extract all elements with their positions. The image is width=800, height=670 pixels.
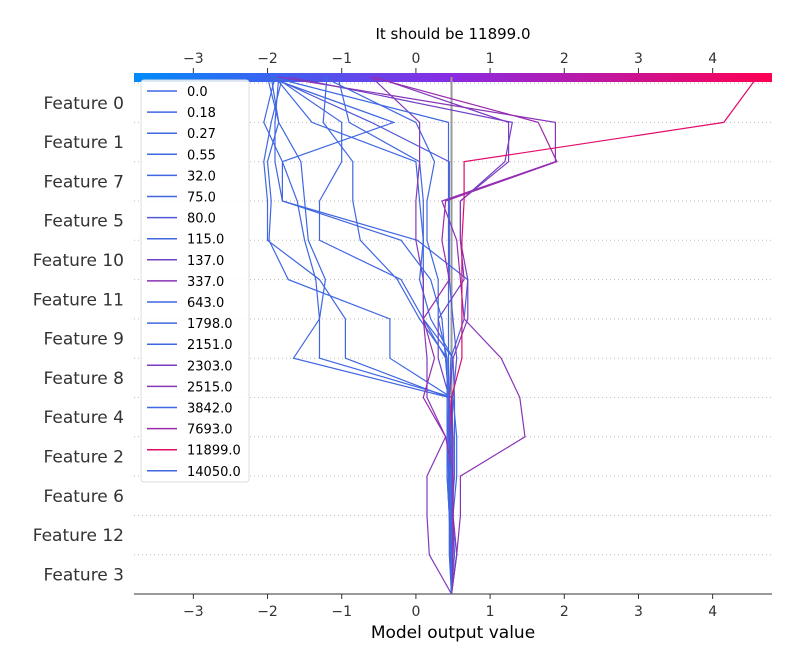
legend-label: 7693.0 — [187, 423, 233, 438]
legend-label: 643.0 — [187, 296, 224, 311]
x-axes: −3 −3 −2 −2 −1 −1 0 0 1 1 2 2 3 3 4 4 — [134, 51, 772, 620]
legend-label: 1798.0 — [187, 317, 233, 332]
x-tick-label-top: 4 — [708, 51, 717, 67]
decision-line-80-0 — [270, 76, 458, 594]
decision-line-0-0 — [263, 76, 453, 595]
decision-line-14050-0 — [267, 76, 453, 594]
x-tick-label-bottom: 2 — [560, 604, 569, 620]
legend-box — [140, 79, 250, 483]
decision-line-137-0 — [289, 76, 513, 595]
x-tick-label-bottom: −1 — [331, 604, 352, 620]
legend-label: 2303.0 — [187, 359, 233, 374]
legend-label: 0.0 — [187, 85, 208, 100]
legend-label: 14050.0 — [187, 465, 241, 480]
decision-line-7693-0 — [371, 76, 558, 595]
legend: 0.0 0.18 0.27 0.55 32.0 75.0 80.0 115.0 137.0 337… — [140, 79, 250, 483]
feature-label: Feature 3 — [44, 565, 124, 585]
legend-label: 0.55 — [187, 148, 216, 163]
x-tick-label-bottom: −2 — [257, 604, 278, 620]
decision-line-0-55 — [270, 76, 458, 595]
legend-label: 115.0 — [187, 233, 224, 248]
legend-label: 137.0 — [187, 254, 224, 269]
feature-labels: Feature 3 Feature 12 Feature 6 Feature 2 Fea… — [33, 94, 124, 586]
x-tick-label-top: −3 — [183, 51, 204, 67]
legend-label: 80.0 — [187, 212, 216, 227]
feature-label: Feature 12 — [33, 526, 124, 546]
legend-label: 3842.0 — [187, 402, 233, 417]
legend-label: 75.0 — [187, 191, 216, 206]
feature-label: Feature 10 — [33, 251, 124, 271]
decision-line-2515-0 — [370, 76, 453, 595]
x-tick-label-top: −2 — [257, 51, 278, 67]
decision-line-3842-0 — [271, 76, 453, 595]
x-axis-title: Model output value — [371, 623, 535, 643]
x-tick-label-bottom: 3 — [634, 604, 643, 620]
legend-label: 2515.0 — [187, 380, 233, 395]
feature-label: Feature 4 — [44, 408, 124, 428]
feature-label: Feature 9 — [44, 330, 124, 350]
decision-line-2151-0 — [322, 76, 454, 595]
colorbar — [134, 73, 772, 82]
x-tick-label-top: 1 — [486, 51, 495, 67]
feature-label: Feature 7 — [44, 172, 124, 192]
chart-title: It should be 11899.0 — [375, 25, 530, 43]
x-tick-label-top: 3 — [634, 51, 643, 67]
legend-label: 2151.0 — [187, 338, 233, 353]
feature-label: Feature 11 — [33, 290, 124, 310]
feature-label: Feature 1 — [44, 133, 124, 153]
decision-line-0-27 — [266, 76, 456, 595]
legend-label: 0.18 — [187, 106, 216, 121]
feature-label: Feature 6 — [44, 487, 124, 507]
x-tick-label-bottom: −3 — [183, 604, 204, 620]
legend-label: 0.27 — [187, 127, 216, 142]
decision-lines — [263, 76, 758, 595]
feature-label: Feature 0 — [44, 94, 124, 114]
legend-label: 11899.0 — [187, 444, 241, 459]
decision-line-337-0 — [278, 76, 557, 595]
feature-label: Feature 8 — [44, 369, 124, 389]
legend-label: 337.0 — [187, 275, 224, 290]
feature-label: Feature 5 — [44, 212, 124, 232]
x-tick-label-bottom: 1 — [486, 604, 495, 620]
x-tick-label-bottom: 4 — [708, 604, 717, 620]
x-tick-label-top: −1 — [331, 51, 352, 67]
x-tick-label-bottom: 0 — [411, 604, 420, 620]
feature-label: Feature 2 — [44, 447, 124, 467]
x-tick-label-top: 2 — [560, 51, 569, 67]
legend-label: 32.0 — [187, 169, 216, 184]
decision-line-11899-0 — [450, 76, 758, 594]
x-tick-label-top: 0 — [411, 51, 420, 67]
